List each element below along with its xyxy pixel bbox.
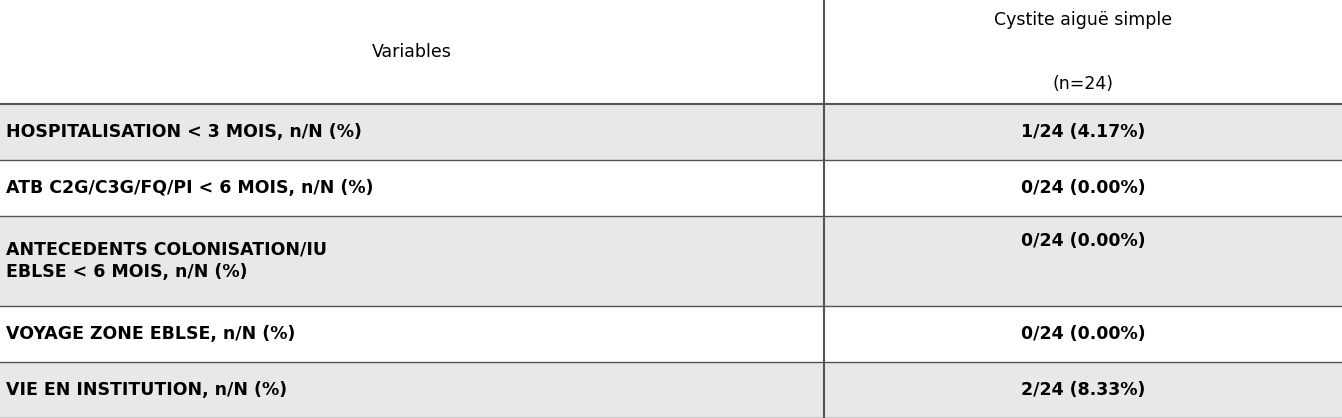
Text: 1/24 (4.17%): 1/24 (4.17%)	[1021, 123, 1145, 141]
Text: HOSPITALISATION < 3 MOIS, n/N (%): HOSPITALISATION < 3 MOIS, n/N (%)	[5, 123, 362, 141]
Text: ATB C2G/C3G/FQ/PI < 6 MOIS, n/N (%): ATB C2G/C3G/FQ/PI < 6 MOIS, n/N (%)	[5, 179, 373, 197]
Bar	[0, 104, 1342, 160]
Text: Variables: Variables	[372, 43, 452, 61]
Text: 0/24 (0.00%): 0/24 (0.00%)	[1021, 232, 1145, 250]
Text: VIE EN INSTITUTION, n/N (%): VIE EN INSTITUTION, n/N (%)	[5, 381, 287, 399]
Bar	[0, 306, 1342, 362]
Text: Cystite aiguë simple

(n=24): Cystite aiguë simple (n=24)	[994, 11, 1172, 93]
Text: 0/24 (0.00%): 0/24 (0.00%)	[1021, 179, 1145, 197]
Bar	[0, 216, 1342, 306]
Text: ANTECEDENTS COLONISATION/IU
EBLSE < 6 MOIS, n/N (%): ANTECEDENTS COLONISATION/IU EBLSE < 6 MO…	[5, 240, 327, 281]
Text: VOYAGE ZONE EBLSE, n/N (%): VOYAGE ZONE EBLSE, n/N (%)	[5, 325, 295, 343]
Text: 2/24 (8.33%): 2/24 (8.33%)	[1021, 381, 1145, 399]
Text: 0/24 (0.00%): 0/24 (0.00%)	[1021, 325, 1145, 343]
Bar	[0, 0, 1342, 104]
Bar	[0, 362, 1342, 418]
Bar	[0, 160, 1342, 216]
